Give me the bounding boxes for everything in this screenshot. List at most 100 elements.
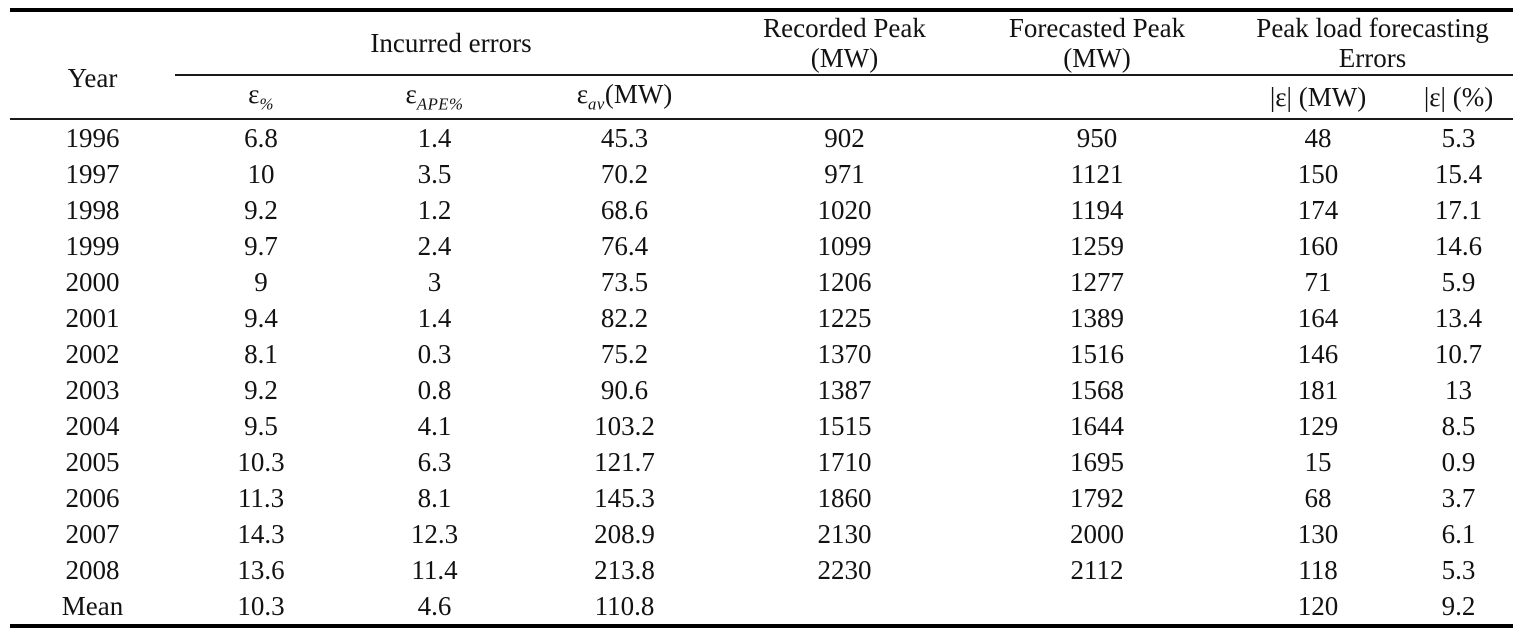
table-header: Year Incurred errors Recorded Peak (MW) … bbox=[10, 10, 1514, 120]
header-recorded-peak: Recorded Peak (MW) bbox=[727, 10, 962, 76]
cell-recorded-peak: 971 bbox=[824, 158, 865, 189]
cell-abs-error-mw: 146 bbox=[1297, 338, 1339, 369]
subheader-abs-error-mw: |ε| (MW) bbox=[1232, 75, 1404, 120]
table-row: 2006 11.3 8.1 145.3 1860 1792 68 3.7 bbox=[10, 480, 1513, 516]
cell-eps-pct: 10 bbox=[247, 158, 275, 189]
cell-abs-error-pct: 15.4 bbox=[1434, 158, 1483, 189]
cell-forecasted-peak: 1121 bbox=[1070, 158, 1124, 189]
cell-eps-av-mw: 70.2 bbox=[600, 158, 649, 189]
header-peak-load-errors: Peak load forecasting Errors bbox=[1232, 10, 1514, 76]
table-row: 1996 6.8 1.4 45.3 902 950 48 5.3 bbox=[10, 119, 1513, 156]
cell-eps-pct: 14.3 bbox=[237, 518, 285, 549]
cell-eps-av-mw: 76.4 bbox=[600, 230, 649, 261]
cell-recorded-peak: 1387 bbox=[817, 374, 872, 405]
subheader-spacer-forecasted bbox=[962, 75, 1232, 120]
cell-abs-error-mw: 164 bbox=[1297, 302, 1339, 333]
cell-eps-ape-pct: 3.5 bbox=[417, 158, 452, 189]
cell-eps-pct: 9.7 bbox=[244, 230, 278, 261]
cell-eps-pct: 13.6 bbox=[237, 554, 285, 585]
cell-abs-error-pct: 5.3 bbox=[1441, 554, 1476, 585]
cell-abs-error-mw: 160 bbox=[1297, 230, 1339, 261]
cell-recorded-peak bbox=[727, 588, 962, 626]
header-peak-load-errors-line2: Errors bbox=[1338, 43, 1407, 73]
cell-abs-error-pct: 14.6 bbox=[1434, 230, 1483, 261]
cell-eps-av-mw: 103.2 bbox=[594, 410, 655, 441]
cell-recorded-peak: 2230 bbox=[817, 554, 872, 585]
table-row: Mean 10.3 4.6 110.8 120 9.2 bbox=[10, 588, 1513, 626]
cell-year: 2004 bbox=[65, 410, 120, 441]
table-row: 2000 9 3 73.5 1206 1277 71 5.9 bbox=[10, 264, 1513, 300]
cell-year: 2005 bbox=[65, 446, 120, 477]
header-forecasted-peak-line2: (MW) bbox=[1063, 43, 1131, 73]
cell-recorded-peak: 1020 bbox=[817, 194, 872, 225]
cell-eps-av-mw: 75.2 bbox=[600, 338, 649, 369]
cell-recorded-peak: 1710 bbox=[817, 446, 872, 477]
cell-abs-error-mw: 118 bbox=[1298, 554, 1338, 585]
table-row: 2004 9.5 4.1 103.2 1515 1644 129 8.5 bbox=[10, 408, 1513, 444]
cell-eps-av-mw: 68.6 bbox=[600, 194, 649, 225]
cell-eps-ape-pct: 6.3 bbox=[417, 446, 452, 477]
cell-forecasted-peak: 1389 bbox=[1070, 302, 1124, 333]
header-forecasted-peak: Forecasted Peak (MW) bbox=[962, 10, 1232, 76]
cell-abs-error-pct: 6.1 bbox=[1441, 518, 1476, 549]
cell-eps-ape-pct: 1.4 bbox=[417, 122, 452, 153]
cell-eps-ape-pct: 11.4 bbox=[411, 554, 458, 585]
cell-year: 1996 bbox=[65, 122, 120, 153]
cell-year: 1997 bbox=[65, 158, 120, 189]
cell-forecasted-peak: 1259 bbox=[1070, 230, 1124, 261]
cell-eps-ape-pct: 4.6 bbox=[417, 590, 452, 621]
eps-av-subscript: av bbox=[588, 94, 605, 114]
header-row-groups: Year Incurred errors Recorded Peak (MW) … bbox=[10, 10, 1514, 120]
header-row-subcolumns: ε% εAPE% εav(MW) |ε| (MW) |ε| (%) bbox=[10, 75, 1514, 120]
cell-forecasted-peak: 1277 bbox=[1070, 266, 1124, 297]
cell-forecasted-peak: 1568 bbox=[1070, 374, 1124, 405]
header-incurred-errors: Incurred errors bbox=[175, 10, 727, 76]
cell-year: 2007 bbox=[65, 518, 120, 549]
cell-abs-error-pct: 13.4 bbox=[1434, 302, 1483, 333]
cell-year: 2008 bbox=[65, 554, 120, 585]
cell-eps-av-mw: 121.7 bbox=[594, 446, 655, 477]
cell-recorded-peak: 1370 bbox=[817, 338, 872, 369]
cell-forecasted-peak: 1516 bbox=[1070, 338, 1124, 369]
cell-year: 2001 bbox=[65, 302, 120, 333]
cell-recorded-peak: 1225 bbox=[817, 302, 872, 333]
cell-abs-error-mw: 68 bbox=[1304, 482, 1332, 513]
table-row: 2008 13.6 11.4 213.8 2230 2112 118 5.3 bbox=[10, 552, 1513, 588]
cell-abs-error-mw: 174 bbox=[1297, 194, 1339, 225]
cell-abs-error-pct: 0.9 bbox=[1441, 446, 1476, 477]
table-row: 2007 14.3 12.3 208.9 2130 2000 130 6.1 bbox=[10, 516, 1513, 552]
table-row: 2005 10.3 6.3 121.7 1710 1695 15 0.9 bbox=[10, 444, 1513, 480]
cell-eps-pct: 6.8 bbox=[244, 122, 278, 153]
subheader-abs-error-pct: |ε| (%) bbox=[1404, 75, 1514, 120]
cell-abs-error-mw: 129 bbox=[1297, 410, 1339, 441]
cell-abs-error-pct: 9.2 bbox=[1441, 590, 1476, 621]
cell-abs-error-mw: 71 bbox=[1304, 266, 1332, 297]
cell-year: 2003 bbox=[65, 374, 120, 405]
table-row: 2001 9.4 1.4 82.2 1225 1389 164 13.4 bbox=[10, 300, 1513, 336]
header-peak-load-errors-line1: Peak load forecasting bbox=[1256, 13, 1489, 43]
eps-pct-subscript: % bbox=[259, 94, 274, 114]
cell-abs-error-pct: 5.3 bbox=[1441, 122, 1476, 153]
cell-eps-av-mw: 213.8 bbox=[594, 554, 655, 585]
eps-ape-subscript: APE% bbox=[416, 94, 464, 114]
table-row: 2002 8.1 0.3 75.2 1370 1516 146 10.7 bbox=[10, 336, 1513, 372]
cell-recorded-peak: 1099 bbox=[817, 230, 872, 261]
eps-av-unit: (MW) bbox=[604, 79, 673, 110]
cell-eps-av-mw: 90.6 bbox=[600, 374, 649, 405]
header-recorded-peak-line2: (MW) bbox=[810, 43, 879, 73]
cell-abs-error-pct: 5.9 bbox=[1441, 266, 1476, 297]
cell-eps-pct: 9.4 bbox=[244, 302, 278, 333]
cell-eps-pct: 8.1 bbox=[244, 338, 278, 369]
cell-eps-av-mw: 73.5 bbox=[600, 266, 649, 297]
forecast-errors-table: Year Incurred errors Recorded Peak (MW) … bbox=[10, 8, 1514, 628]
table-row: 1997 10 3.5 70.2 971 1121 150 15.4 bbox=[10, 156, 1513, 192]
cell-forecasted-peak: 2112 bbox=[1070, 554, 1124, 585]
subheader-eps-ape-pct: εAPE% bbox=[347, 75, 522, 120]
table-row: 1998 9.2 1.2 68.6 1020 1194 174 17.1 bbox=[10, 192, 1513, 228]
table-row: 2003 9.2 0.8 90.6 1387 1568 181 13 bbox=[10, 372, 1513, 408]
cell-eps-pct: 9 bbox=[254, 266, 268, 297]
table-body: 1996 6.8 1.4 45.3 902 950 48 5.3 1997 10… bbox=[10, 119, 1513, 626]
cell-eps-av-mw: 45.3 bbox=[600, 122, 649, 153]
cell-year: 2002 bbox=[65, 338, 120, 369]
cell-eps-pct: 9.2 bbox=[244, 194, 278, 225]
